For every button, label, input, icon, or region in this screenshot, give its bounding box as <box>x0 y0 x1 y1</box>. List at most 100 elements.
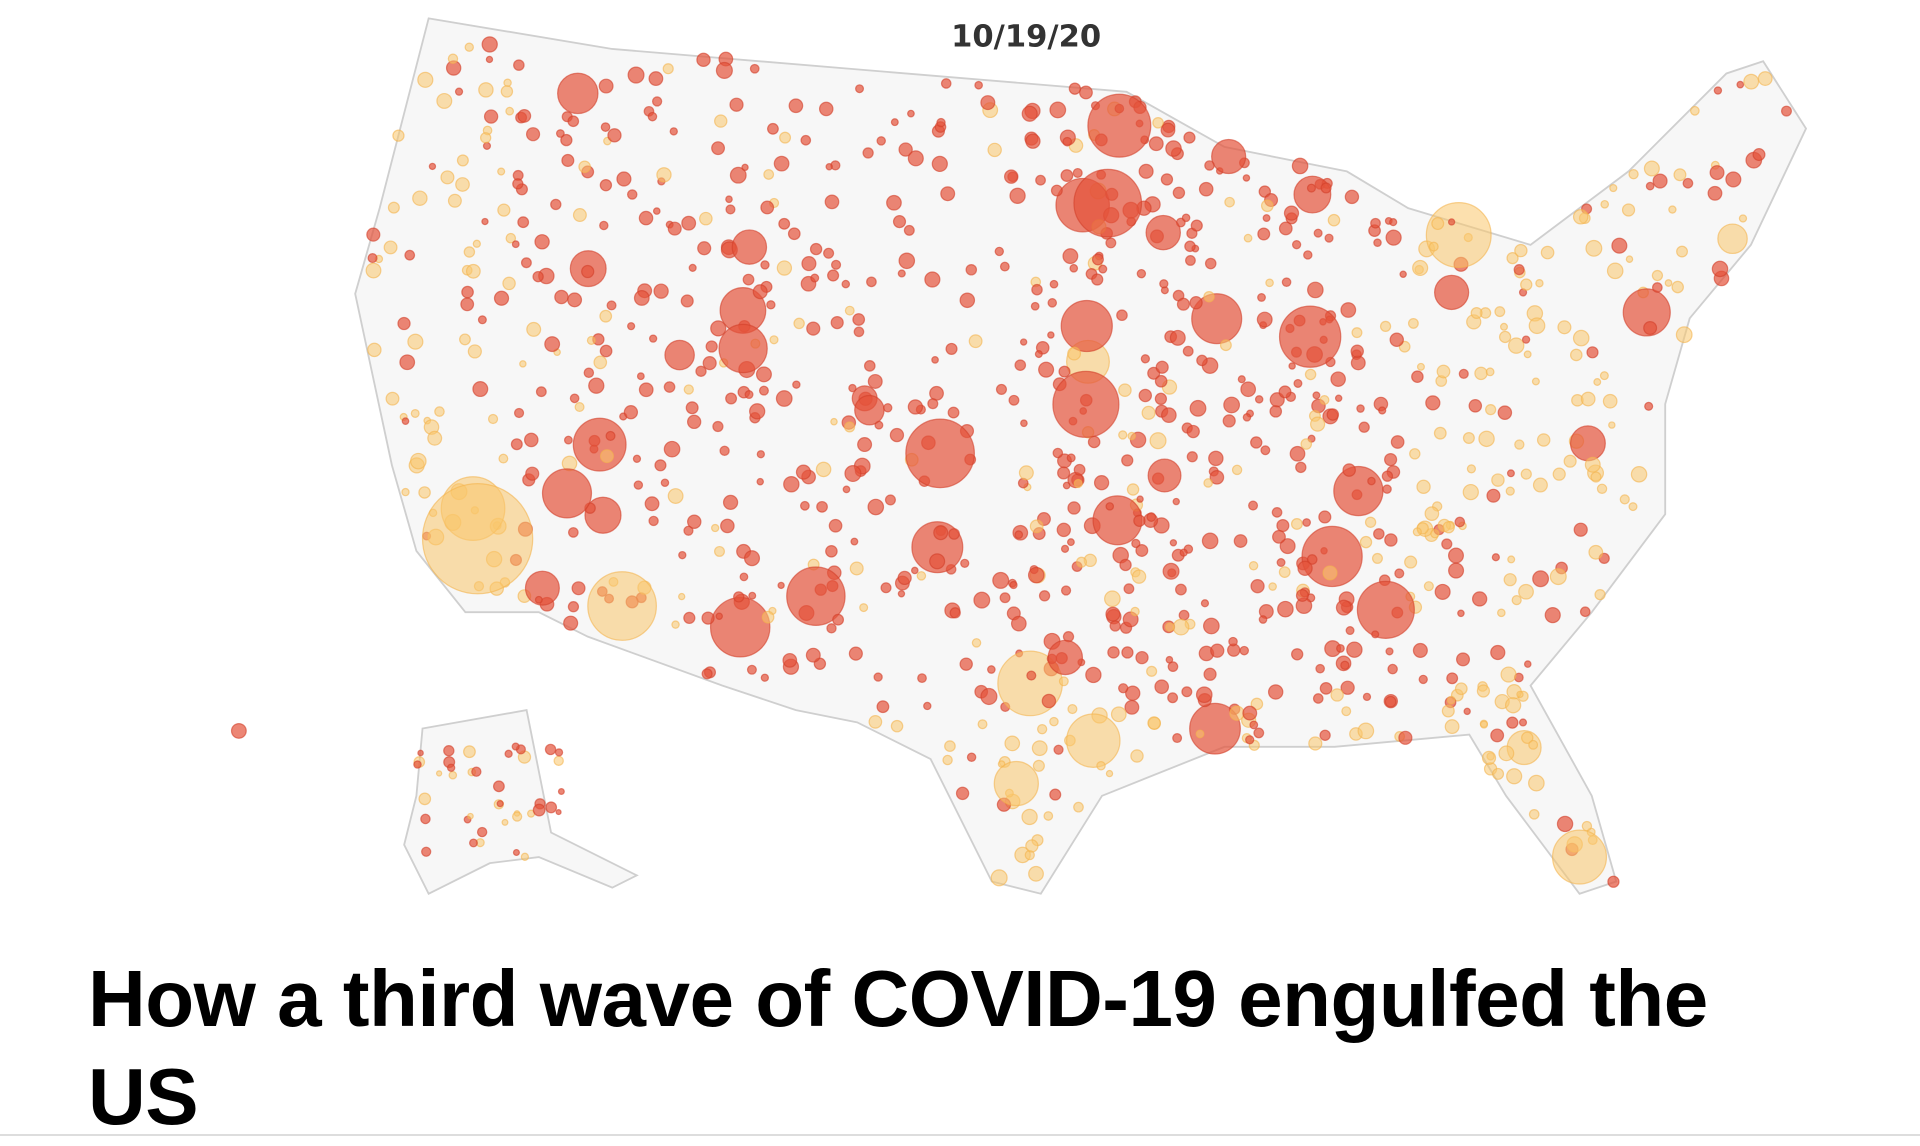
county-bubble <box>1185 255 1196 266</box>
county-bubble <box>960 558 970 568</box>
county-bubble <box>710 320 727 337</box>
county-bubble <box>440 170 455 185</box>
county-bubble <box>663 440 681 458</box>
county-bubble <box>1463 707 1471 716</box>
county-bubble <box>638 210 654 226</box>
county-bubble <box>1031 740 1048 757</box>
county-bubble <box>876 136 886 146</box>
county-bubble <box>947 406 960 419</box>
county-bubble <box>572 417 627 472</box>
county-bubble <box>1014 530 1024 540</box>
county-bubble <box>1431 217 1445 231</box>
county-bubble <box>725 204 736 215</box>
county-bubble <box>733 591 745 603</box>
county-bubble <box>1572 329 1590 347</box>
county-bubble <box>1172 733 1183 744</box>
county-bubble <box>367 342 382 358</box>
county-bubble <box>1109 620 1121 632</box>
county-bubble <box>1162 562 1180 580</box>
county-bubble <box>1689 105 1700 116</box>
county-bubble <box>578 160 591 174</box>
county-bubble <box>755 366 772 383</box>
county-bubble <box>1087 93 1152 158</box>
county-bubble <box>1276 558 1286 567</box>
county-bubble <box>907 399 924 415</box>
county-bubble <box>744 390 754 400</box>
county-bubble <box>1047 298 1058 308</box>
county-bubble <box>1098 264 1108 274</box>
county-bubble <box>1757 71 1773 86</box>
county-bubble <box>1594 589 1606 601</box>
county-bubble <box>468 838 478 848</box>
county-bubble <box>554 748 564 757</box>
county-bubble <box>1364 516 1377 528</box>
county-bubble <box>496 800 504 808</box>
county-bubble <box>1165 140 1182 157</box>
county-bubble <box>448 770 458 780</box>
county-bubble <box>1062 481 1071 490</box>
county-bubble <box>1224 196 1235 208</box>
county-bubble <box>1201 532 1219 550</box>
county-bubble <box>1373 528 1385 540</box>
county-bubble <box>1448 562 1465 579</box>
county-bubble <box>607 128 622 143</box>
county-bubble <box>1357 722 1375 740</box>
county-bubble <box>971 638 982 648</box>
county-bubble <box>1136 268 1147 279</box>
county-bubble <box>1474 366 1488 381</box>
county-bubble <box>1169 539 1178 547</box>
county-bubble <box>715 612 723 620</box>
county-bubble <box>532 270 544 283</box>
county-bubble <box>898 252 916 270</box>
county-bubble <box>493 290 510 306</box>
county-bubble <box>1184 240 1196 253</box>
county-bubble <box>1625 255 1634 263</box>
county-bubble <box>1245 735 1255 745</box>
county-bubble <box>697 241 712 256</box>
county-bubble <box>1399 270 1407 279</box>
county-bubble <box>623 405 639 420</box>
county-bubble <box>1310 416 1326 432</box>
county-bubble <box>563 435 573 445</box>
county-bubble <box>1289 445 1306 462</box>
county-bubble <box>815 461 832 478</box>
county-bubble <box>1600 199 1610 209</box>
county-bubble <box>1442 521 1455 534</box>
county-bubble <box>1514 439 1525 450</box>
county-bubble <box>685 401 699 415</box>
county-bubble <box>729 166 747 184</box>
bubble-layer <box>230 36 1792 888</box>
county-bubble <box>1254 395 1264 404</box>
county-bubble <box>1485 367 1495 377</box>
county-bubble <box>1416 479 1431 495</box>
county-bubble <box>1027 566 1045 584</box>
county-bubble <box>739 572 749 582</box>
county-bubble <box>404 249 416 261</box>
county-bubble <box>1304 368 1317 381</box>
county-bubble <box>463 745 476 759</box>
county-bubble <box>544 336 561 353</box>
county-bubble <box>1518 718 1528 727</box>
county-bubble <box>1373 238 1382 247</box>
county-bubble <box>523 432 539 448</box>
county-bubble <box>1278 221 1293 236</box>
county-bubble <box>959 292 976 309</box>
county-bubble <box>1066 713 1121 768</box>
county-bubble <box>385 391 400 406</box>
county-bubble <box>669 127 678 136</box>
county-bubble <box>498 453 509 464</box>
county-bubble <box>383 240 398 255</box>
county-bubble <box>1191 293 1243 345</box>
county-bubble <box>1518 583 1534 600</box>
county-bubble <box>481 36 498 53</box>
county-bubble <box>1028 865 1044 882</box>
county-bubble <box>599 344 613 358</box>
county-bubble <box>1223 396 1241 414</box>
county-bubble <box>1335 599 1352 616</box>
county-bubble <box>1532 477 1548 493</box>
county-bubble <box>1628 168 1639 180</box>
county-bubble <box>1330 371 1346 387</box>
county-bubble <box>1521 335 1531 344</box>
county-bubble <box>849 561 864 576</box>
county-bubble <box>1540 245 1555 260</box>
